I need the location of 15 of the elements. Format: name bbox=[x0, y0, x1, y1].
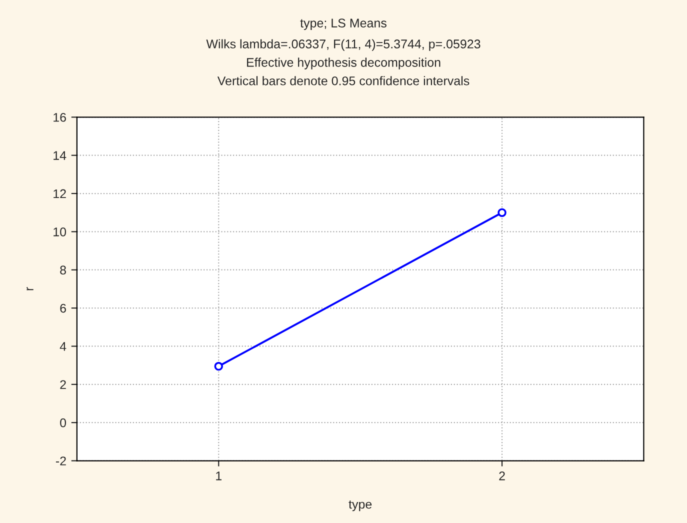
y-tick-label: 14 bbox=[54, 151, 66, 160]
y-tick-label: 10 bbox=[54, 227, 66, 236]
y-tick-label: 6 bbox=[60, 304, 66, 313]
y-tick-label: 16 bbox=[54, 112, 66, 122]
y-axis-title: r bbox=[26, 287, 34, 290]
x-axis-title: type bbox=[348, 500, 372, 512]
chart-subtitle: Wilks lambda=.06337, F(11, 4)=5.3744, p=.05923 Effective hypothesis decomposition Vertical bars denote 0.95 confidence intervals bbox=[206, 39, 480, 86]
y-tick-label: 2 bbox=[60, 380, 66, 389]
y-tick-label: 12 bbox=[54, 189, 66, 198]
x-tick-label: 1 bbox=[216, 472, 222, 480]
chart-title: type; LS Means bbox=[300, 18, 386, 30]
y-tick-label: 0 bbox=[60, 418, 66, 428]
y-tick-label: 4 bbox=[60, 342, 66, 351]
y-tick-label: -2 bbox=[56, 456, 66, 466]
y-tick-label: 8 bbox=[60, 266, 66, 275]
